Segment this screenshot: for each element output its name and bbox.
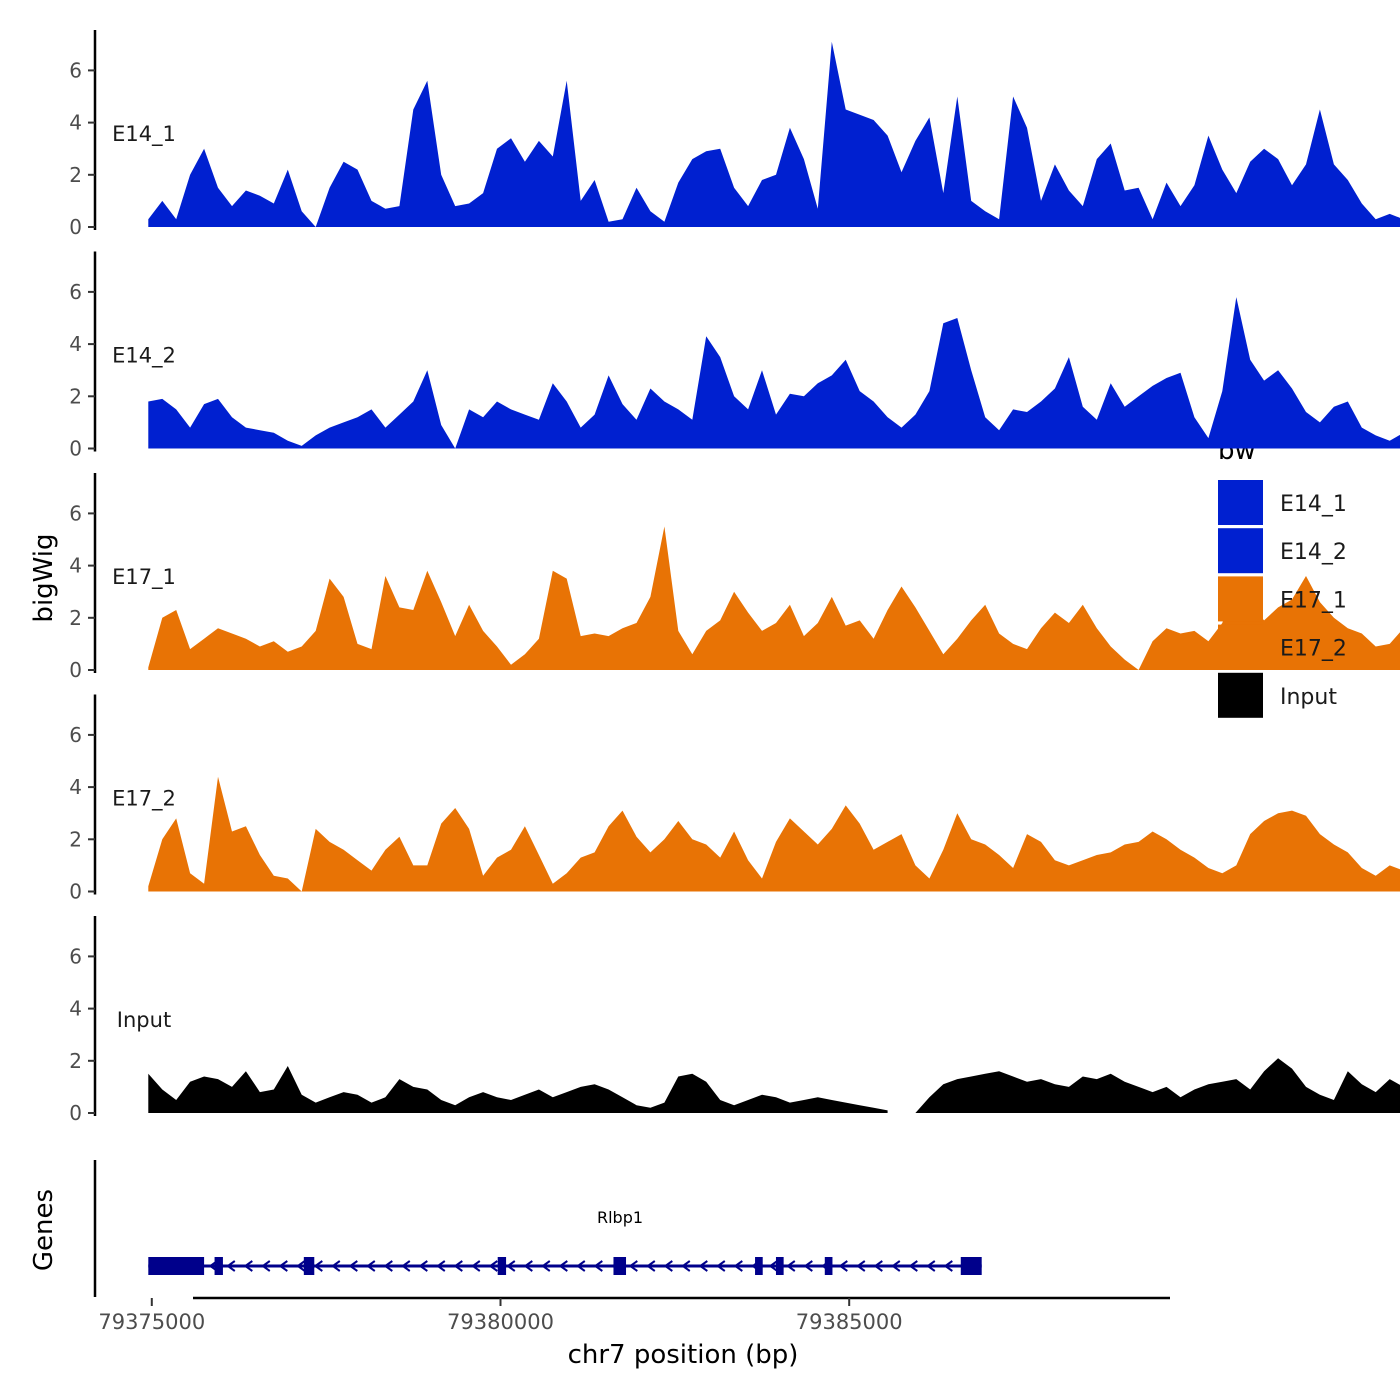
gene-strand-arrow-26 (628, 1260, 638, 1272)
track-label-e17-2: E17_2 (112, 787, 176, 812)
y-tick-label-e14-2-6: 6 (69, 280, 82, 304)
y-tick-label-e17-2-4: 4 (69, 775, 82, 799)
y-tick-label-input-4: 4 (69, 997, 82, 1021)
gene-strand-arrow-4 (243, 1260, 253, 1272)
y-tick-label-e14-1-6: 6 (69, 58, 82, 82)
gene-strand-arrow-10 (348, 1260, 358, 1272)
legend-swatch-input (1218, 672, 1263, 718)
y-tick-label-e17-2-0: 0 (69, 880, 82, 904)
y-tick-label-e14-2-2: 2 (69, 384, 82, 408)
y-tick-label-e17-2-2: 2 (69, 827, 82, 851)
genes-axis-title: Genes (29, 1189, 59, 1271)
gene-exon-3 (497, 1257, 507, 1275)
area-e14-2 (148, 297, 1400, 449)
area-e14-1 (148, 41, 1400, 227)
gene-strand-arrow-42 (908, 1260, 918, 1272)
legend-label-e17-1: E17_1 (1280, 588, 1347, 613)
y-tick-label-e17-2-6: 6 (69, 723, 82, 747)
gene-strand-arrow-38 (838, 1260, 848, 1272)
gene-strand-arrow-18 (488, 1260, 498, 1272)
x-axis-title: chr7 position (bp) (568, 1340, 799, 1370)
gene-strand-arrow-16 (453, 1260, 463, 1272)
legend-label-e14-2: E14_2 (1280, 540, 1347, 565)
track-label-input: Input (117, 1008, 171, 1032)
legend-label-e17-2: E17_2 (1280, 637, 1347, 662)
gene-strand-arrow-39 (856, 1260, 866, 1272)
gene-strand-arrow-17 (471, 1260, 481, 1272)
y-tick-label-e17-1-6: 6 (69, 501, 82, 525)
gene-strand-arrow-31 (716, 1260, 726, 1272)
gene-strand-arrow-6 (278, 1260, 288, 1272)
legend-swatch-e14-1 (1218, 480, 1263, 525)
gene-strand-arrow-30 (698, 1260, 708, 1272)
gene-strand-arrow-11 (366, 1260, 376, 1272)
gene-strand-arrow-35 (786, 1260, 796, 1272)
gene-strand-arrow-13 (401, 1260, 411, 1272)
gene-strand-arrow-41 (891, 1260, 901, 1272)
y-tick-label-e14-1-4: 4 (69, 111, 82, 135)
gene-strand-arrow-29 (681, 1260, 691, 1272)
legend-swatch-e17-2 (1218, 624, 1263, 670)
gene-strand-arrow-36 (803, 1260, 813, 1272)
gene-exon-2 (303, 1257, 315, 1275)
gene-strand-arrow-28 (663, 1260, 673, 1272)
x-tick-label-0: 79375000 (98, 1310, 205, 1334)
gene-strand-arrow-9 (331, 1260, 341, 1272)
gene-exon-1 (214, 1257, 223, 1275)
gene-strand-arrow-12 (383, 1260, 393, 1272)
legend-swatch-e14-2 (1218, 528, 1263, 574)
track-label-e17-1: E17_1 (112, 565, 176, 590)
area-e17-2 (148, 776, 1400, 892)
gene-exon-7 (824, 1257, 833, 1275)
y-tick-label-e14-2-4: 4 (69, 332, 82, 356)
gene-strand-arrow-43 (926, 1260, 936, 1272)
gene-exon-4 (613, 1257, 627, 1275)
area-e17-1 (148, 526, 1400, 670)
y-tick-label-e17-1-2: 2 (69, 606, 82, 630)
y-axis-title: bigWig (29, 533, 59, 622)
x-tick-label-2: 79385000 (796, 1310, 903, 1334)
y-tick-label-e17-1-4: 4 (69, 554, 82, 578)
y-tick-label-input-6: 6 (69, 944, 82, 968)
gene-strand-arrow-27 (646, 1260, 656, 1272)
y-tick-label-e14-1-0: 0 (69, 215, 82, 239)
track-label-e14-1: E14_1 (112, 122, 176, 147)
gene-strand-arrow-14 (418, 1260, 428, 1272)
gene-strand-arrow-3 (226, 1260, 236, 1272)
gene-exon-5 (755, 1257, 763, 1275)
gene-strand-arrow-40 (873, 1260, 883, 1272)
x-tick-label-1: 79380000 (447, 1310, 554, 1334)
legend-swatch-e17-1 (1218, 576, 1263, 622)
track-label-e14-2: E14_2 (112, 344, 176, 369)
gene-strand-arrow-20 (523, 1260, 533, 1272)
gene-strand-arrow-19 (506, 1260, 516, 1272)
gene-exon-8 (960, 1257, 982, 1275)
legend-label-e14-1: E14_1 (1280, 492, 1347, 517)
gene-strand-arrow-32 (733, 1260, 743, 1272)
y-tick-label-input-2: 2 (69, 1049, 82, 1073)
gene-label: Rlbp1 (597, 1208, 643, 1227)
y-tick-label-e17-1-0: 0 (69, 658, 82, 682)
gene-strand-arrow-24 (593, 1260, 603, 1272)
legend-label-input: Input (1280, 685, 1337, 710)
gene-strand-arrow-21 (541, 1260, 551, 1272)
gene-strand-arrow-5 (261, 1260, 271, 1272)
gene-strand-arrow-22 (558, 1260, 568, 1272)
y-tick-label-e14-2-0: 0 (69, 437, 82, 461)
y-tick-label-input-0: 0 (69, 1101, 82, 1125)
gene-strand-arrow-7 (296, 1260, 306, 1272)
gene-strand-arrow-34 (768, 1260, 778, 1272)
gene-strand-arrow-44 (943, 1260, 953, 1272)
gene-exon-0 (148, 1257, 205, 1275)
gene-strand-arrow-23 (576, 1260, 586, 1272)
area-input-seg0 (148, 1066, 888, 1113)
gene-strand-arrow-8 (313, 1260, 323, 1272)
area-input-seg1 (915, 1058, 1400, 1113)
gene-exon-6 (775, 1257, 784, 1275)
gene-strand-arrow-15 (436, 1260, 446, 1272)
y-tick-label-e14-1-2: 2 (69, 163, 82, 187)
